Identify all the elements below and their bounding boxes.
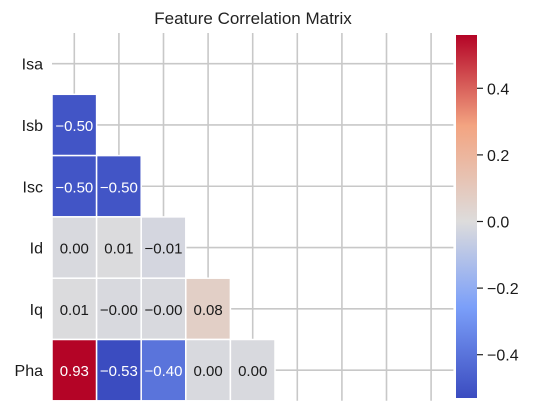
cell-value-label: 0.00	[238, 363, 267, 380]
heatmap-cell	[51, 93, 98, 157]
colorbar-tick-label: 0.2	[487, 148, 509, 165]
colorbar-ticks: 0.4 0.2 0.0 −0.2 −0.4	[477, 81, 519, 365]
chart-title: Feature Correlation Matrix	[154, 9, 352, 28]
cell-value-label: 0.93	[60, 363, 89, 380]
cell-value-label: −0.40	[145, 363, 183, 380]
heatmap-cell	[185, 277, 232, 341]
colorbar-tick-label: −0.2	[487, 281, 519, 298]
cell-value-label: 0.00	[60, 241, 89, 258]
heatmap-cell	[95, 338, 142, 402]
heatmap-cell	[95, 154, 142, 218]
cell-value-label: −0.00	[145, 302, 183, 319]
row-label: Isa	[22, 57, 43, 74]
colorbar-gradient	[456, 35, 477, 398]
cell-value-label: −0.53	[100, 363, 138, 380]
colorbar-tick-label: 0.4	[487, 81, 509, 98]
heatmap-cell	[185, 338, 232, 402]
colorbar-tick-label: 0.0	[487, 214, 509, 231]
cell-value-label: −0.50	[100, 179, 138, 196]
heatmap-cells: −0.50 −0.50 −0.50 0.00 0.01 −0.01 0.01 −0.00 −0.…	[51, 93, 276, 402]
colorbar-tick-label: −0.4	[487, 348, 519, 365]
row-label: Isc	[23, 179, 43, 196]
row-labels: Isa Isb Isc Id Iq Pha	[15, 57, 44, 380]
heatmap-cell	[140, 216, 187, 279]
cell-value-label: 0.01	[104, 241, 133, 258]
cell-value-label: 0.08	[193, 302, 222, 319]
heatmap-cell	[95, 216, 142, 279]
colorbar: 0.4 0.2 0.0 −0.2 −0.4	[456, 35, 519, 398]
row-label: Id	[30, 241, 43, 258]
heatmap-cell	[229, 338, 276, 402]
heatmap-cell	[95, 277, 142, 341]
row-label: Iq	[30, 302, 43, 319]
cell-value-label: −0.50	[55, 118, 93, 135]
heatmap-cell	[51, 277, 98, 341]
cell-value-label: 0.00	[193, 363, 222, 380]
cell-value-label: −0.50	[55, 179, 93, 196]
row-label: Isb	[22, 118, 43, 135]
cell-value-label: −0.00	[100, 302, 138, 319]
cell-value-label: −0.01	[145, 241, 183, 258]
heatmap-cell	[51, 338, 98, 402]
heatmap-cell	[140, 277, 187, 341]
cell-value-label: 0.01	[60, 302, 89, 319]
row-label: Pha	[15, 363, 44, 380]
